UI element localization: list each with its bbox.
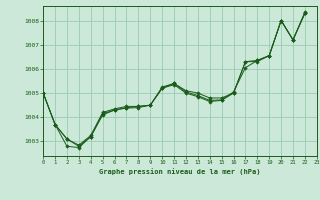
X-axis label: Graphe pression niveau de la mer (hPa): Graphe pression niveau de la mer (hPa) <box>99 168 261 175</box>
